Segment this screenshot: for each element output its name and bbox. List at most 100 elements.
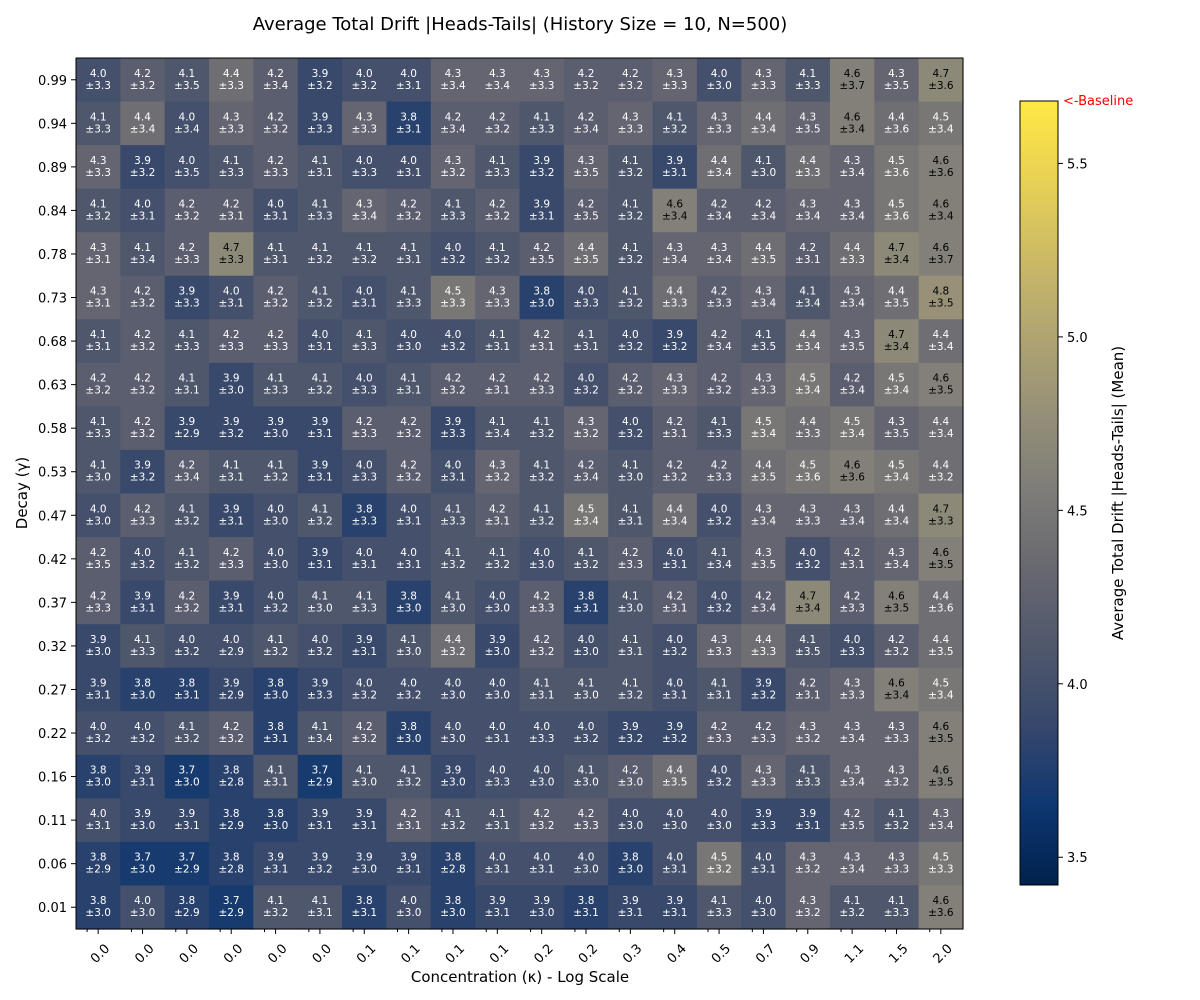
- cell-std-label: ±3.3: [662, 298, 688, 310]
- cell-std-label: ±3.6: [928, 602, 954, 614]
- heatmap-cell: [519, 885, 565, 930]
- cell-std-label: ±3.3: [218, 80, 244, 92]
- cell-std-label: ±3.4: [706, 559, 732, 571]
- heatmap-cell: [164, 885, 210, 930]
- heatmap-cell: [164, 449, 210, 495]
- heatmap-cell: [519, 798, 565, 843]
- heatmap-cell: [741, 188, 787, 233]
- heatmap-cell: [829, 798, 875, 843]
- cell-std-label: ±3.1: [307, 341, 333, 353]
- heatmap-cell: [608, 667, 654, 712]
- colorbar-gradient: [1019, 100, 1059, 886]
- cell-std-label: ±3.3: [263, 167, 289, 179]
- heatmap-cell: [785, 275, 831, 320]
- cell-std-label: ±3.5: [85, 559, 111, 571]
- heatmap-cell: [209, 232, 254, 277]
- heatmap-cell: [209, 537, 254, 582]
- cell-std-label: ±3.3: [85, 123, 111, 135]
- cell-std-label: ±3.1: [396, 820, 422, 832]
- heatmap-cell: [829, 841, 875, 887]
- cell-mean-label: 3.9: [666, 895, 683, 907]
- heatmap-cell: [475, 798, 521, 843]
- cell-std-label: ±3.1: [529, 210, 555, 222]
- heatmap-cell: [164, 232, 210, 277]
- cell-mean-label: 4.6: [932, 895, 949, 907]
- cell-mean-label: 4.0: [489, 590, 506, 602]
- cell-std-label: ±3.4: [839, 515, 865, 527]
- heatmap-cell: [785, 449, 831, 495]
- cell-mean-label: 4.4: [932, 590, 949, 602]
- cell-std-label: ±3.3: [85, 80, 111, 92]
- cell-std-label: ±3.3: [396, 298, 422, 310]
- heatmap-cell: [874, 275, 920, 320]
- cell-mean-label: 4.2: [134, 503, 151, 515]
- cell-std-label: ±3.1: [618, 907, 644, 919]
- heatmap-cell: [253, 841, 299, 887]
- cell-mean-label: 4.6: [932, 765, 949, 777]
- cell-std-label: ±3.2: [352, 733, 378, 745]
- cell-mean-label: 4.3: [844, 721, 861, 733]
- cell-std-label: ±3.1: [218, 210, 244, 222]
- heatmap-cell: [696, 406, 742, 451]
- cell-std-label: ±3.4: [839, 385, 865, 397]
- cell-mean-label: 4.0: [356, 677, 373, 689]
- cell-mean-label: 3.7: [179, 852, 196, 864]
- y-tick-label: 0.68: [38, 335, 67, 350]
- cell-std-label: ±3.0: [263, 559, 289, 571]
- cell-std-label: ±3.2: [573, 733, 599, 745]
- cell-mean-label: 4.3: [799, 895, 816, 907]
- cell-mean-label: 4.2: [134, 329, 151, 341]
- cell-mean-label: 4.4: [755, 111, 772, 123]
- cell-std-label: ±3.4: [884, 472, 910, 484]
- cell-mean-label: 4.0: [622, 416, 639, 428]
- cell-std-label: ±3.0: [263, 689, 289, 701]
- cell-std-label: ±3.4: [884, 515, 910, 527]
- heatmap-cell: [918, 232, 964, 277]
- heatmap-cell: [519, 145, 565, 190]
- heatmap-cell: [741, 537, 787, 582]
- cell-mean-label: 4.2: [622, 765, 639, 777]
- heatmap-cell: [829, 711, 875, 756]
- cell-mean-label: 4.3: [844, 198, 861, 210]
- cell-mean-label: 4.4: [888, 286, 905, 298]
- heatmap-cell: [785, 667, 831, 712]
- cell-mean-label: 4.2: [267, 111, 284, 123]
- heatmap-cell: [209, 711, 254, 756]
- y-tick-label: 0.78: [38, 248, 67, 263]
- cell-mean-label: 4.0: [578, 286, 595, 298]
- cell-std-label: ±3.2: [618, 210, 644, 222]
- heatmap-cell: [519, 841, 565, 887]
- cell-std-label: ±3.2: [352, 80, 378, 92]
- cell-mean-label: 4.0: [489, 765, 506, 777]
- cell-std-label: ±3.2: [573, 80, 599, 92]
- heatmap-cell: [430, 58, 476, 103]
- heatmap-cell: [386, 188, 432, 233]
- cell-mean-label: 4.0: [622, 808, 639, 820]
- cell-std-label: ±3.0: [440, 602, 466, 614]
- cell-mean-label: 4.1: [90, 329, 107, 341]
- heatmap-cell: [76, 449, 121, 495]
- heatmap-cell: [608, 493, 654, 538]
- cell-mean-label: 3.8: [356, 503, 373, 515]
- cell-std-label: ±3.1: [263, 210, 289, 222]
- heatmap-cell: [76, 841, 121, 887]
- cell-mean-label: 4.3: [489, 68, 506, 80]
- cell-mean-label: 4.0: [312, 634, 329, 646]
- heatmap-cell: [918, 319, 964, 364]
- cell-mean-label: 4.0: [400, 503, 417, 515]
- heatmap-cell: [829, 145, 875, 190]
- cell-std-label: ±3.5: [751, 472, 777, 484]
- heatmap-cell: [696, 885, 742, 930]
- cell-std-label: ±3.2: [85, 733, 111, 745]
- heatmap-cell: [342, 667, 388, 712]
- heatmap-cell: [253, 449, 299, 495]
- cell-std-label: ±3.2: [174, 602, 200, 614]
- cell-mean-label: 3.9: [179, 808, 196, 820]
- cell-mean-label: 4.6: [932, 547, 949, 559]
- cell-mean-label: 3.9: [489, 634, 506, 646]
- cell-std-label: ±3.2: [85, 385, 111, 397]
- cell-mean-label: 4.1: [356, 590, 373, 602]
- cell-mean-label: 4.1: [888, 808, 905, 820]
- cell-std-label: ±3.3: [706, 298, 732, 310]
- cell-std-label: ±3.2: [130, 298, 156, 310]
